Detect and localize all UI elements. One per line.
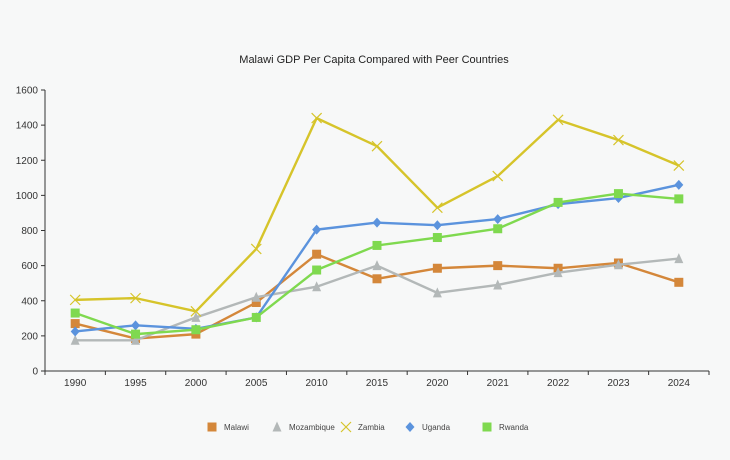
x-tick-label: 2021 xyxy=(487,378,510,389)
x-tick-label: 1995 xyxy=(124,378,147,389)
data-point-uganda xyxy=(432,220,442,231)
data-point-malawi xyxy=(674,277,684,287)
data-point-uganda xyxy=(674,179,684,190)
data-point-rwanda xyxy=(674,194,684,204)
data-point-rwanda xyxy=(131,329,141,339)
x-tick-label: 2020 xyxy=(426,378,449,389)
data-point-uganda xyxy=(493,214,503,225)
y-tick-label: 800 xyxy=(21,226,38,237)
data-point-mozambique xyxy=(432,287,442,298)
legend-marker-malawi xyxy=(207,422,217,432)
y-tick-label: 1000 xyxy=(16,191,39,202)
legend-label-zambia: Zambia xyxy=(358,423,385,432)
series-rwanda xyxy=(70,189,684,339)
data-point-rwanda xyxy=(70,308,80,318)
y-tick-label: 1600 xyxy=(16,86,39,97)
data-point-zambia xyxy=(130,292,141,304)
legend-label-uganda: Uganda xyxy=(422,423,451,432)
x-tick-label: 2015 xyxy=(366,378,389,389)
legend-marker-mozambique xyxy=(272,421,282,432)
data-point-rwanda xyxy=(553,197,563,207)
legend-label-malawi: Malawi xyxy=(224,423,249,432)
y-tick-label: 600 xyxy=(21,261,38,272)
legend-label-rwanda: Rwanda xyxy=(499,423,529,432)
data-point-uganda xyxy=(131,320,141,331)
data-point-zambia xyxy=(673,160,685,171)
data-point-zambia xyxy=(613,134,624,146)
data-point-uganda xyxy=(70,326,80,337)
data-point-rwanda xyxy=(613,189,623,199)
data-point-mozambique xyxy=(372,260,382,271)
x-tick-label: 2005 xyxy=(245,378,268,389)
data-point-malawi xyxy=(251,298,261,308)
legend-marker-uganda xyxy=(405,422,415,432)
data-point-mozambique xyxy=(70,334,80,345)
y-tick-label: 0 xyxy=(32,367,38,378)
legend-item-rwanda: Rwanda xyxy=(482,422,529,432)
legend-item-malawi: Malawi xyxy=(207,422,249,432)
data-point-zambia xyxy=(69,294,81,306)
data-point-rwanda xyxy=(251,312,261,322)
data-point-mozambique xyxy=(553,267,563,278)
y-tick-label: 200 xyxy=(21,331,38,342)
x-tick-label: 2022 xyxy=(547,378,570,389)
legend-item-zambia: Zambia xyxy=(340,421,385,433)
data-point-rwanda xyxy=(191,325,201,335)
legend-marker-zambia xyxy=(340,421,352,433)
data-point-zambia xyxy=(552,114,564,126)
data-point-rwanda xyxy=(312,265,322,275)
data-point-uganda xyxy=(312,224,322,235)
data-point-zambia xyxy=(431,202,443,214)
legend: Malawi Mozambique Zambia Uganda Rwanda xyxy=(207,421,529,433)
data-point-mozambique xyxy=(312,281,322,292)
data-point-malawi xyxy=(372,274,382,284)
legend-marker-rwanda xyxy=(482,422,492,432)
data-point-uganda xyxy=(372,217,382,228)
y-tick-label: 1200 xyxy=(16,156,39,167)
series-uganda xyxy=(70,179,684,337)
data-point-mozambique xyxy=(613,259,623,270)
data-point-malawi xyxy=(312,249,322,259)
series-layer xyxy=(69,112,685,345)
data-point-mozambique xyxy=(493,279,503,290)
data-point-zambia xyxy=(492,170,504,182)
data-point-zambia xyxy=(250,243,262,255)
data-point-mozambique xyxy=(131,334,141,345)
data-point-malawi xyxy=(70,319,80,329)
data-point-rwanda xyxy=(372,240,382,250)
axes: 0 200 400 600 800 1000 1200 1400 1600 1990 1995 200… xyxy=(16,86,710,389)
data-point-malawi xyxy=(432,263,442,273)
x-tick-label: 2024 xyxy=(668,378,691,389)
data-point-rwanda xyxy=(432,233,442,243)
legend-item-uganda: Uganda xyxy=(405,422,451,432)
data-point-mozambique xyxy=(191,311,201,322)
series-line-uganda xyxy=(75,183,680,333)
chart-title: Malawi GDP Per Capita Compared with Peer… xyxy=(239,54,509,66)
data-point-zambia xyxy=(190,305,202,317)
data-point-zambia xyxy=(371,140,383,152)
data-point-mozambique xyxy=(674,253,684,264)
data-point-rwanda xyxy=(493,224,503,234)
legend-label-mozambique: Mozambique xyxy=(289,423,335,432)
data-point-mozambique xyxy=(251,291,261,302)
x-tick-label: 2023 xyxy=(607,378,630,389)
series-zambia xyxy=(69,112,685,317)
data-point-zambia xyxy=(311,112,323,124)
x-tick-label: 2000 xyxy=(185,378,208,389)
series-mozambique xyxy=(70,253,684,345)
x-tick-label: 1990 xyxy=(64,378,87,389)
y-tick-label: 400 xyxy=(21,296,38,307)
y-tick-label: 1400 xyxy=(16,121,39,132)
data-point-malawi xyxy=(493,261,503,271)
x-tick-label: 2010 xyxy=(306,378,329,389)
legend-item-mozambique: Mozambique xyxy=(272,421,335,432)
